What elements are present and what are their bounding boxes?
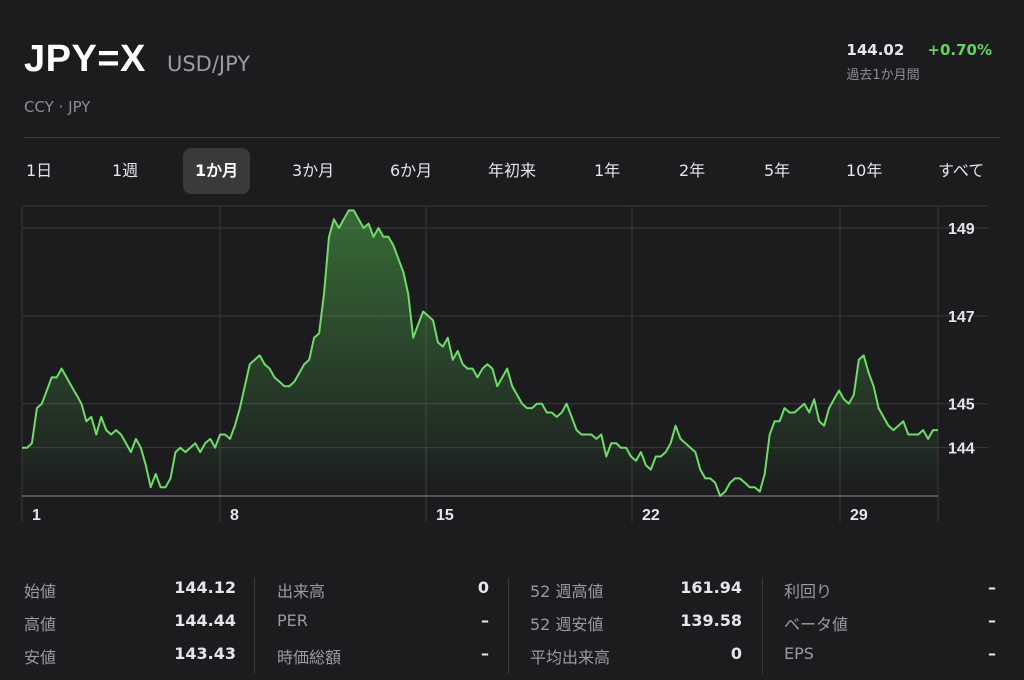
- stats-col-4: 利回り – ベータ値 – EPS –: [784, 578, 996, 677]
- price-change: +0.70%: [927, 41, 992, 59]
- stat-value: 0: [477, 578, 489, 597]
- ticker-symbol: JPY=X: [24, 38, 146, 80]
- y-tick-label: 145: [948, 397, 975, 414]
- stat-label: ベータ値: [784, 615, 849, 634]
- stat-value: 139.58: [680, 611, 742, 630]
- x-tick-label: 8: [230, 507, 239, 524]
- stat-52w-high: 52 週高値 161.94: [530, 578, 742, 611]
- stat-52w-low: 52 週安値 139.58: [530, 611, 742, 644]
- stat-value: –: [988, 644, 996, 663]
- period-label: 過去1か月間: [846, 68, 920, 83]
- price-chart[interactable]: 149 147 145 144 1 8 15 22 29: [0, 200, 1024, 530]
- stats-separator: [254, 578, 255, 674]
- tab-1w[interactable]: 1週: [112, 161, 139, 180]
- stat-value: –: [481, 644, 489, 663]
- stats-col-1: 始値 144.12 高値 144.44 安値 143.43: [24, 578, 236, 677]
- tab-2y[interactable]: 2年: [679, 161, 706, 180]
- ticker-pair-name: USD/JPY: [166, 52, 251, 76]
- stat-label: 始値: [24, 582, 57, 601]
- stat-beta: ベータ値 –: [784, 611, 996, 644]
- header-divider: [24, 137, 1000, 138]
- stat-market-cap: 時価総額 –: [277, 644, 489, 677]
- stat-value: 161.94: [680, 578, 742, 597]
- stat-eps: EPS –: [784, 644, 996, 677]
- tab-all[interactable]: すべて: [938, 161, 985, 180]
- x-axis: 1 8 15 22 29: [32, 507, 868, 524]
- price-area: [22, 210, 938, 496]
- stat-value: –: [988, 578, 996, 597]
- stat-value: 143.43: [174, 644, 236, 663]
- stat-yield: 利回り –: [784, 578, 996, 611]
- stat-value: –: [988, 611, 996, 630]
- stat-label: 利回り: [784, 582, 833, 601]
- stat-value: 0: [730, 644, 742, 663]
- stat-label: 高値: [24, 615, 57, 634]
- stat-volume: 出来高 0: [277, 578, 489, 611]
- stats-col-2: 出来高 0 PER – 時価総額 –: [277, 578, 489, 677]
- stat-label: PER: [277, 611, 308, 630]
- x-tick-label: 22: [642, 507, 660, 524]
- tab-ytd[interactable]: 年初来: [488, 161, 537, 180]
- y-tick-label: 147: [948, 309, 975, 326]
- stat-high: 高値 144.44: [24, 611, 236, 644]
- stat-label: 出来高: [277, 582, 326, 601]
- price-summary: 144.02 +0.70% 過去1か月間: [846, 40, 992, 83]
- stat-label: 平均出来高: [530, 648, 611, 667]
- stat-value: 144.12: [174, 578, 236, 597]
- stat-per: PER –: [277, 611, 489, 644]
- stat-low: 安値 143.43: [24, 644, 236, 677]
- stat-label: 時価総額: [277, 648, 342, 667]
- x-tick-label: 29: [850, 507, 868, 524]
- stat-open: 始値 144.12: [24, 578, 236, 611]
- stats-separator: [762, 578, 763, 674]
- y-tick-label: 149: [948, 221, 975, 238]
- tab-10y[interactable]: 10年: [846, 161, 883, 180]
- stat-label: 52 週高値: [530, 582, 604, 601]
- stat-value: –: [481, 611, 489, 630]
- tab-1d[interactable]: 1日: [26, 161, 53, 180]
- current-price: 144.02: [846, 41, 905, 59]
- y-axis: 149 147 145 144: [948, 221, 975, 458]
- tab-3m[interactable]: 3か月: [292, 161, 335, 180]
- stats-separator: [508, 578, 509, 674]
- x-tick-label: 1: [32, 507, 41, 524]
- tab-1m[interactable]: 1か月: [183, 148, 251, 194]
- tab-1y[interactable]: 1年: [594, 161, 621, 180]
- stat-label: 安値: [24, 648, 57, 667]
- stat-label: EPS: [784, 644, 814, 663]
- stat-label: 52 週安値: [530, 615, 604, 634]
- stats-col-3: 52 週高値 161.94 52 週安値 139.58 平均出来高 0: [530, 578, 742, 677]
- tab-6m[interactable]: 6か月: [390, 161, 433, 180]
- range-tabs: 1日 1週 1か月 3か月 6か月 年初来 1年 2年 5年 10年 すべて: [14, 148, 1010, 196]
- stat-value: 144.44: [174, 611, 236, 630]
- price-line: [22, 209, 938, 497]
- x-tick-label: 15: [436, 507, 454, 524]
- tab-5y[interactable]: 5年: [764, 161, 791, 180]
- y-tick-label: 144: [948, 441, 975, 458]
- stat-avg-volume: 平均出来高 0: [530, 644, 742, 677]
- ticker-header: JPY=X USD/JPY: [24, 38, 250, 81]
- exchange-label: CCY · JPY: [24, 98, 91, 116]
